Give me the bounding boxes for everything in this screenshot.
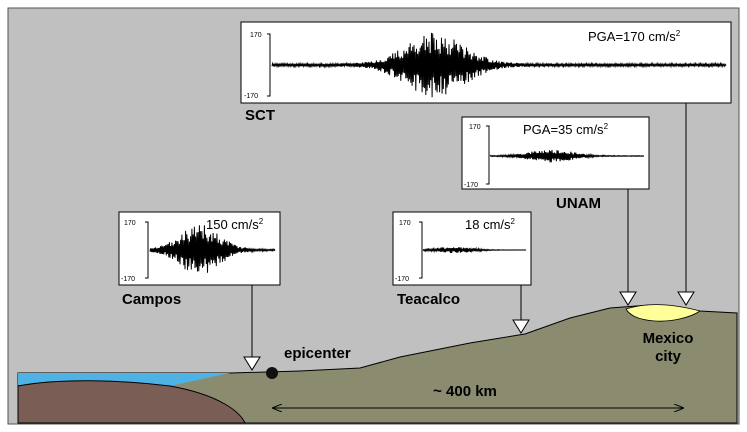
waveform-trace [422, 246, 527, 254]
station-name-teacalco: Teacalco [397, 291, 460, 308]
pga-label: 18 cm/s2 [465, 217, 516, 232]
seismogram-frame [392, 211, 532, 286]
seismogram-panel-teacalco: 170 -170 18 cm/s2 [392, 211, 532, 286]
waveform-trace [489, 149, 645, 163]
city-label-line2: city [655, 348, 682, 365]
distance-label: ~ 400 km [433, 383, 497, 400]
seismogram-frame [461, 116, 650, 190]
pga-label: PGA=35 cm/s2 [523, 122, 609, 137]
epicenter-label: epicenter [284, 345, 351, 362]
pga-label: PGA=170 cm/s2 [588, 29, 681, 44]
amplitude-axis [267, 33, 271, 97]
city-label-line1: Mexico [643, 330, 694, 347]
station-name-unam: UNAM [556, 195, 601, 212]
pga-label: 150 cm/s2 [206, 217, 264, 232]
axis-tick-bottom: -170 [244, 93, 258, 100]
axis-tick-top: 170 [124, 220, 136, 227]
station-name-sct: SCT [245, 107, 275, 124]
down-triangle-icon [677, 291, 695, 306]
filled-circle-icon [266, 367, 278, 379]
seismogram-panel-sct: 170 -170 PGA=170 cm/s2 [240, 21, 732, 104]
leader-lines [251, 103, 687, 357]
down-triangle-icon [512, 319, 530, 334]
station-name-campos: Campos [122, 291, 181, 308]
axis-tick-bottom: -170 [464, 182, 478, 189]
cross-section [17, 304, 738, 424]
axis-tick-top: 170 [250, 32, 262, 39]
amplitude-axis [145, 221, 149, 279]
mexico-city-basin [625, 304, 701, 322]
waveform-trace [271, 32, 727, 98]
axis-tick-top: 170 [399, 220, 411, 227]
seismogram-panel-campos: 170 -170 150 cm/s2 [118, 211, 281, 286]
down-triangle-icon [619, 291, 637, 306]
waveform-trace [149, 225, 276, 273]
seismogram-panel-unam: 170 -170 PGA=35 cm/s2 [461, 116, 650, 190]
amplitude-axis [419, 221, 423, 279]
station-markers [243, 291, 695, 371]
down-triangle-icon [243, 356, 261, 371]
amplitude-axis [486, 125, 490, 185]
axis-tick-bottom: -170 [395, 276, 409, 283]
sea-layer [18, 373, 230, 386]
axis-tick-top: 170 [469, 124, 481, 131]
subducting-plate [17, 380, 246, 424]
axis-tick-bottom: -170 [121, 276, 135, 283]
seismogram-frame [240, 21, 732, 104]
